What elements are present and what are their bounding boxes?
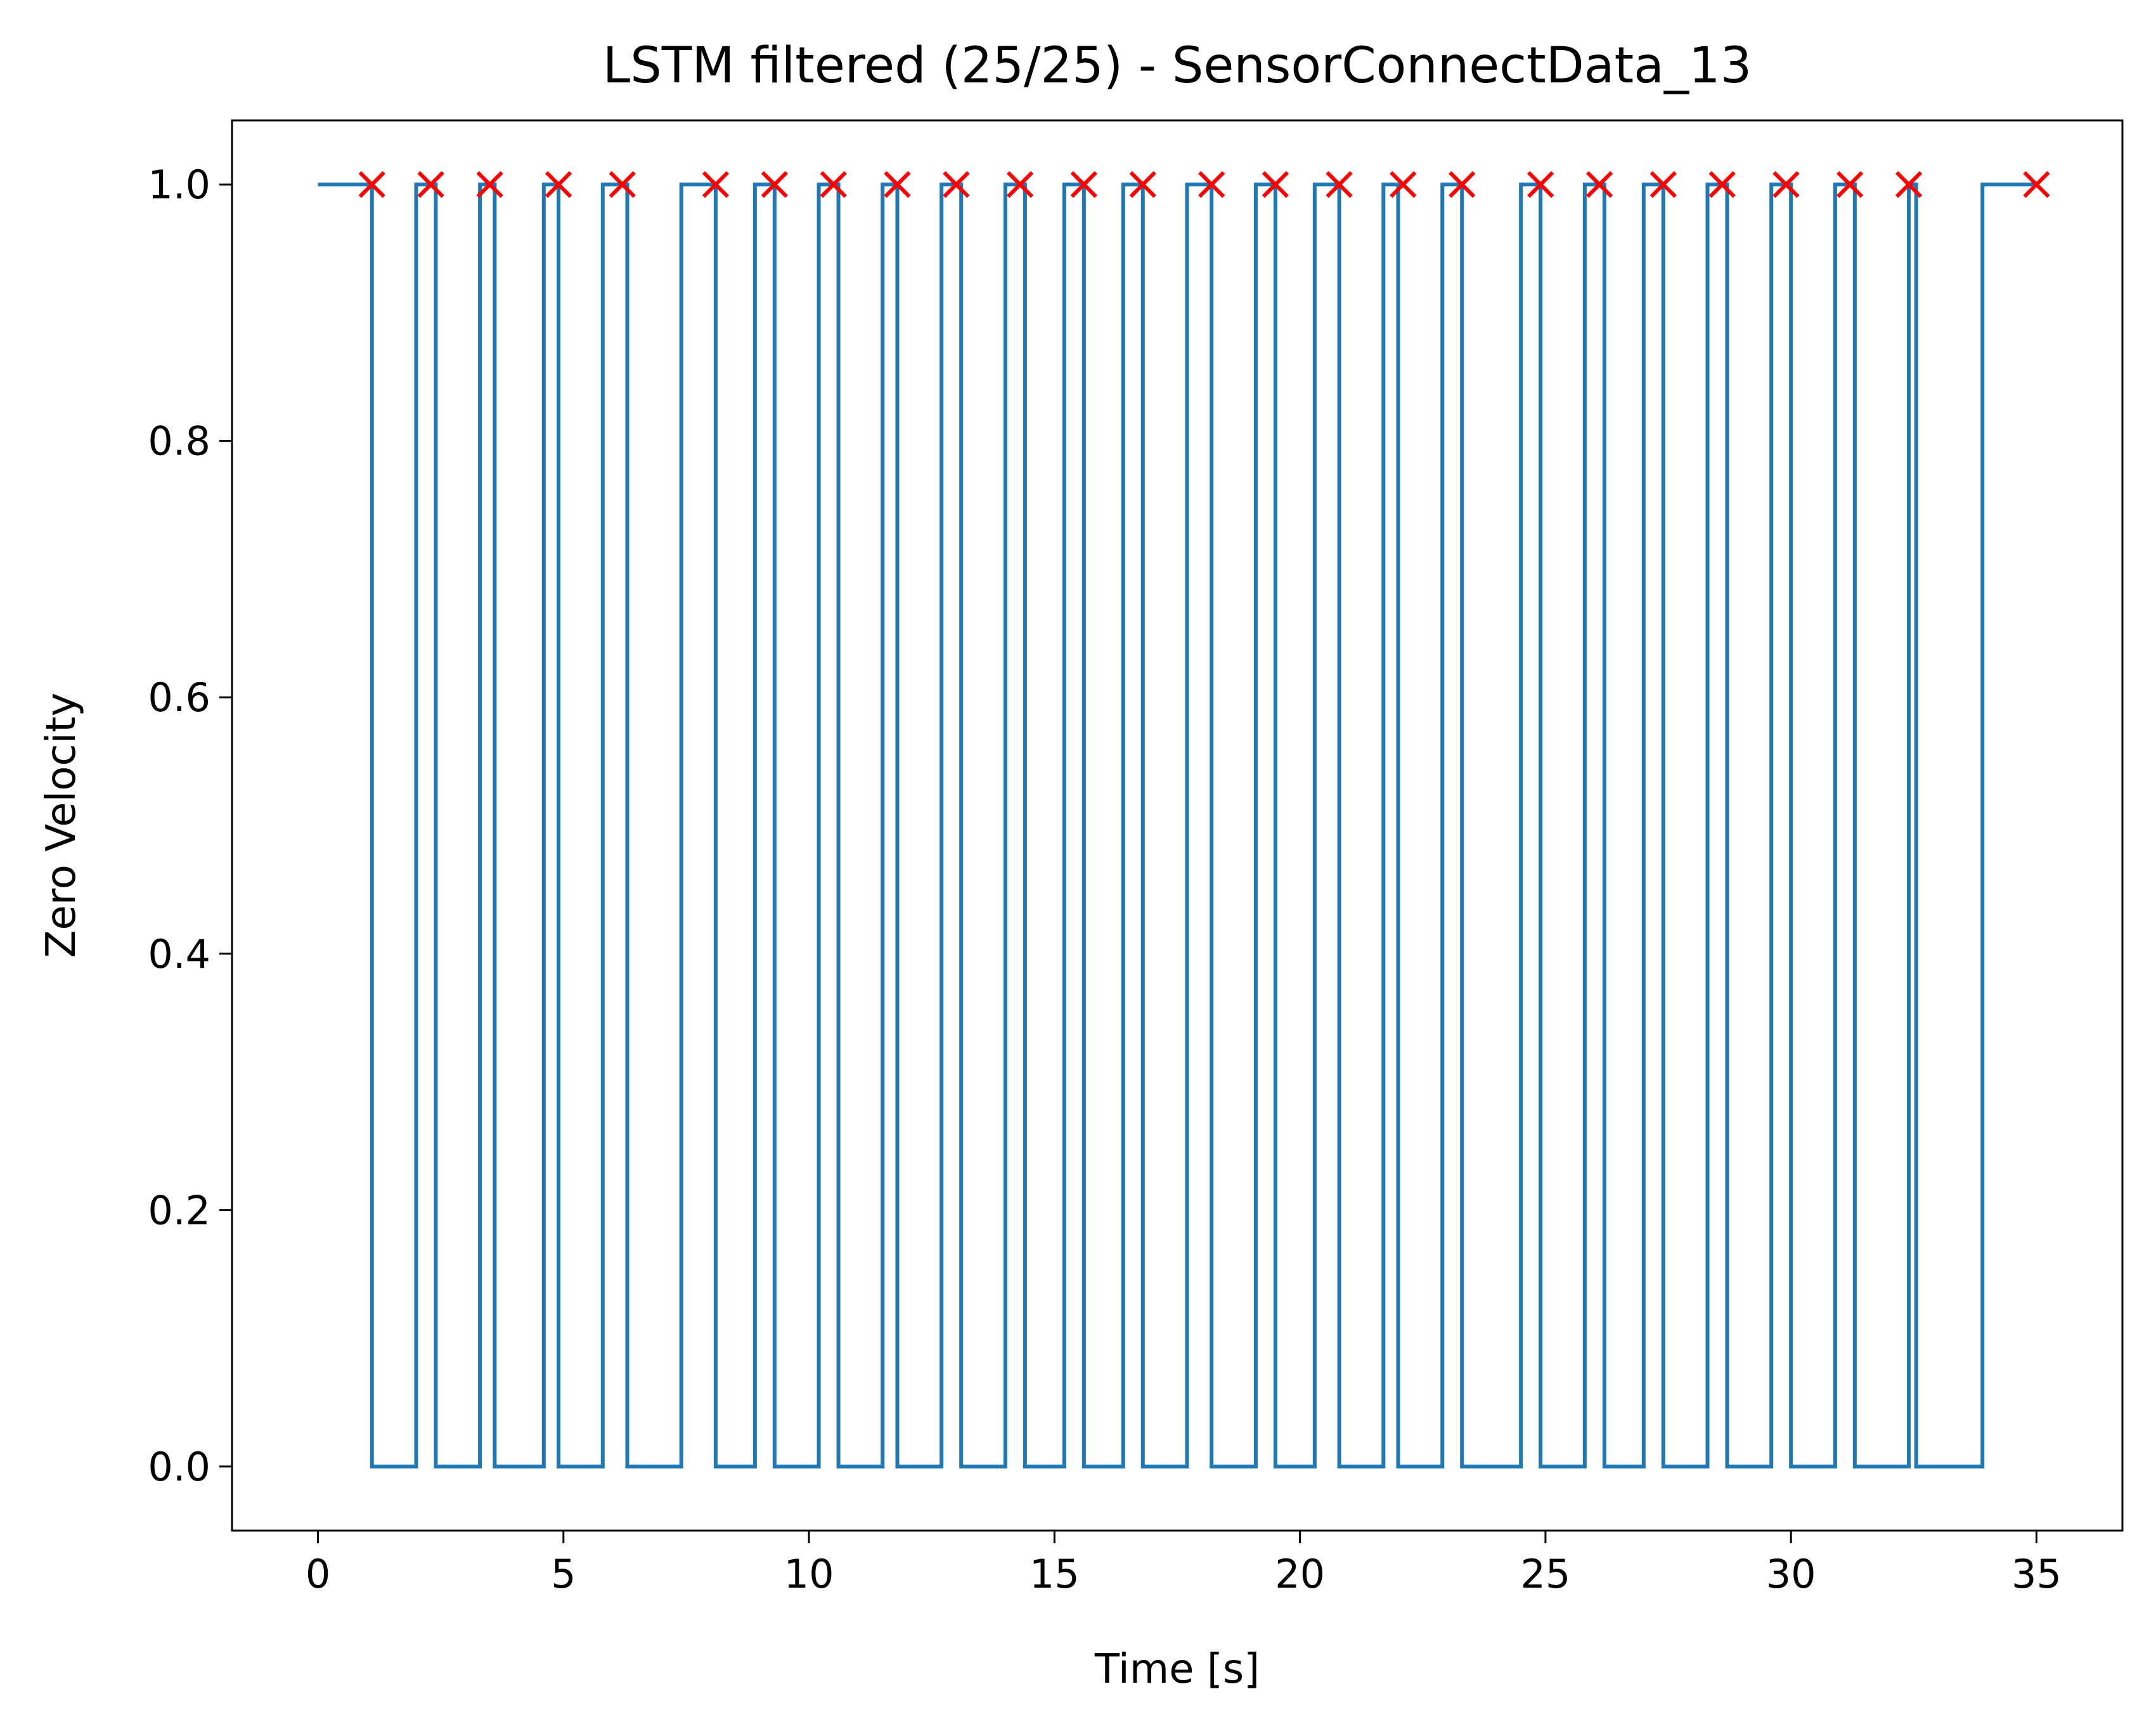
step-marker (609, 171, 636, 198)
step-marker (884, 171, 911, 198)
x-tick-label: 0 (306, 1551, 330, 1597)
x-axis: 0 5 10 15 20 25 30 35 (306, 1531, 2062, 1597)
y-tick-label: 0.2 (148, 1187, 210, 1233)
step-marker (1129, 171, 1156, 198)
step-marker (1326, 171, 1353, 198)
step-marker (702, 171, 730, 198)
step-marker (1772, 171, 1800, 198)
step-marker (476, 171, 503, 198)
x-tick-label: 15 (1030, 1551, 1080, 1597)
step-marker (1007, 171, 1034, 198)
step-marker (1449, 171, 1476, 198)
step-marker (1708, 171, 1736, 198)
x-tick-label: 10 (784, 1551, 834, 1597)
step-marker (820, 171, 847, 198)
step-marker (358, 171, 385, 198)
step-marker (1527, 171, 1554, 198)
x-tick-label: 5 (551, 1551, 576, 1597)
step-marker (1836, 171, 1864, 198)
step-marker (1070, 171, 1097, 198)
y-tick-label: 1.0 (148, 162, 210, 208)
step-marker (943, 171, 970, 198)
chart-title: LSTM filtered (25/25) - SensorConnectDat… (603, 37, 1752, 94)
step-marker (1262, 171, 1289, 198)
y-axis: 0.0 0.2 0.4 0.6 0.8 1.0 (148, 162, 232, 1490)
step-marker (1895, 171, 1923, 198)
step-marker (761, 171, 788, 198)
x-tick-label: 25 (1520, 1551, 1570, 1597)
y-tick-label: 0.6 (148, 674, 210, 721)
x-tick-label: 20 (1275, 1551, 1325, 1597)
step-marker (545, 171, 572, 198)
axes-frame (231, 119, 2124, 1532)
y-tick-label: 0.8 (148, 418, 210, 465)
y-axis-label: Zero Velocity (38, 693, 85, 958)
y-tick-label: 0.4 (148, 931, 210, 977)
step-marker (417, 171, 444, 198)
step-marker (1198, 171, 1225, 198)
y-tick-label: 0.0 (148, 1444, 210, 1490)
step-marker (1390, 171, 1417, 198)
x-tick-label: 35 (2011, 1551, 2062, 1597)
step-marker (1649, 171, 1677, 198)
step-marker (1585, 171, 1613, 198)
plot-area (318, 171, 2050, 1468)
x-axis-label: Time [s] (1094, 1646, 1260, 1693)
step-marker (2023, 171, 2050, 198)
x-tick-label: 30 (1766, 1551, 1816, 1597)
